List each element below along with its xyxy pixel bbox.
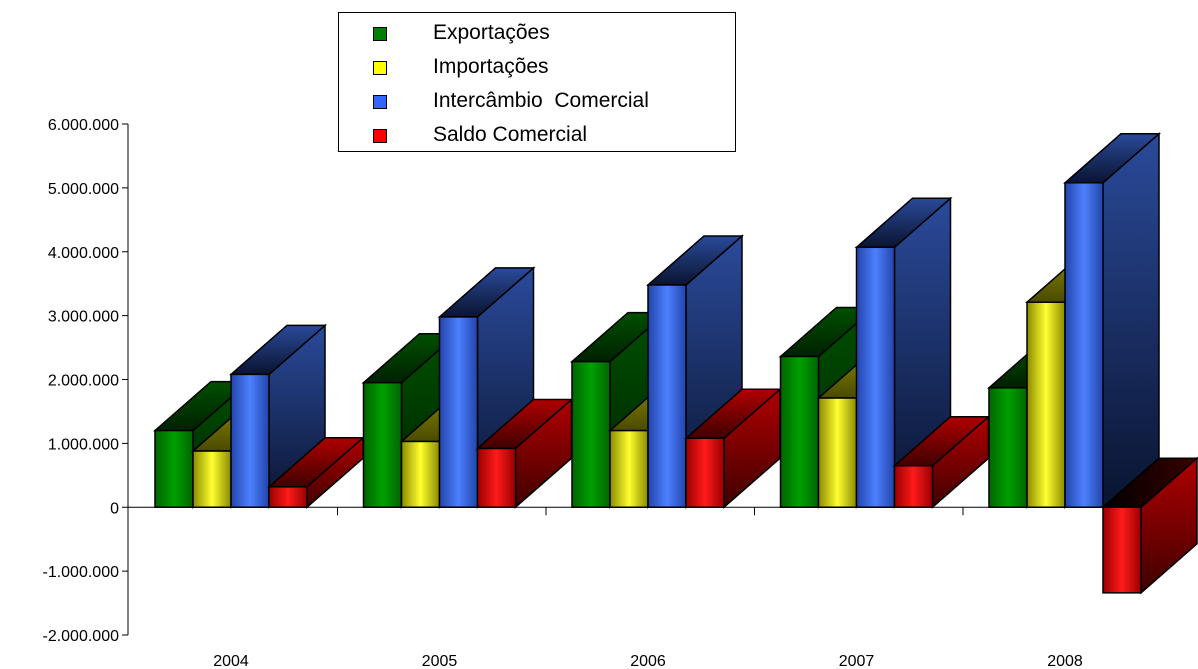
legend-swatch-exportacoes: [373, 27, 387, 41]
bar-front: [230, 373, 270, 509]
x-tick-label: 2006: [630, 653, 666, 669]
bar-front: [988, 387, 1028, 508]
bar-saldo-comercial-2007: [892, 415, 991, 509]
x-tick-label: 2004: [213, 653, 249, 669]
y-tick-label: 5.000.000: [48, 181, 119, 198]
bar-front: [855, 246, 896, 508]
bar-front: [1064, 182, 1104, 508]
bar-saldo-comercial-2008: [1101, 456, 1198, 595]
y-tick-label: -1.000.000: [42, 564, 119, 581]
bar-saldo-comercial-2005: [475, 397, 574, 509]
bar-front: [1026, 301, 1066, 508]
y-tick-label: 2.000.000: [48, 373, 119, 390]
bar-front: [438, 316, 479, 508]
bar-intercâmbio-comercial-2004: [229, 323, 327, 509]
x-tick-label: 2007: [839, 653, 875, 669]
y-tick-label: -2.000.000: [42, 628, 119, 645]
bar-front: [192, 450, 232, 509]
bar-front: [647, 284, 687, 508]
bar-intercâmbio-comercial-2008: [1063, 132, 1161, 509]
bar-front: [609, 429, 649, 509]
bar-front: [400, 440, 441, 508]
legend-label-exportacoes: Exportações: [433, 21, 550, 44]
y-tick-label: 1.000.000: [48, 436, 119, 453]
bar-front: [817, 397, 858, 508]
x-tick-label: 2008: [1047, 653, 1083, 669]
bar-front: [893, 464, 934, 509]
bar-front: [476, 447, 517, 508]
legend-swatch-saldo: [373, 129, 387, 143]
bar-front: [362, 381, 403, 509]
legend: Exportações Importações Intercâmbio Come…: [338, 12, 736, 152]
legend-swatch-intercambio: [373, 95, 387, 109]
bar-front: [154, 429, 194, 509]
x-tick-label: 2005: [422, 653, 458, 669]
bar-front: [779, 355, 820, 508]
legend-label-saldo: Saldo Comercial: [433, 123, 588, 146]
y-tick-label: 4.000.000: [48, 245, 119, 262]
bars: [153, 132, 1198, 595]
legend-label-importacoes: Importações: [433, 55, 549, 78]
bar-front: [571, 360, 611, 508]
bar-front: [1102, 506, 1142, 594]
bar-saldo-comercial-2006: [684, 387, 782, 509]
legend-label-intercambio: Intercâmbio Comercial: [433, 89, 649, 112]
y-tick-label: 6.000.000: [48, 117, 119, 134]
bar-front: [268, 486, 308, 508]
bar-side: [1102, 132, 1160, 509]
legend-swatch-importacoes: [373, 61, 387, 75]
bar-front: [685, 437, 725, 509]
y-tick-label: 0: [110, 500, 119, 517]
y-tick-label: 3.000.000: [48, 309, 119, 326]
